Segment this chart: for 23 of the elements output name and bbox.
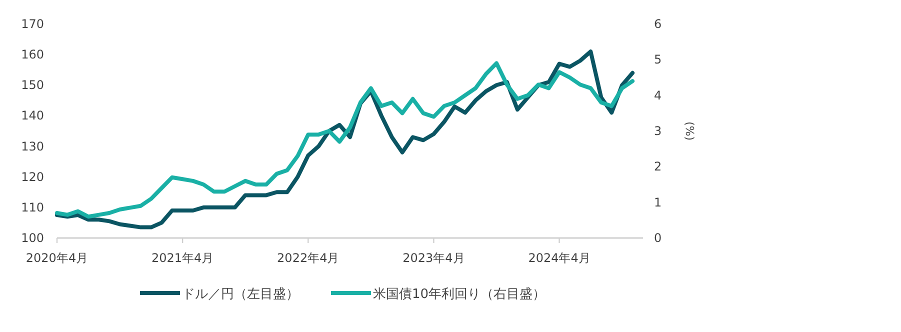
y2-tick-label: 2 (654, 160, 662, 174)
y2-tick-label: 0 (654, 231, 662, 245)
y2-tick-label: 3 (654, 124, 662, 138)
y-tick-label: 150 (21, 78, 44, 92)
y-tick-label: 160 (21, 48, 44, 62)
y-tick-label: 120 (21, 170, 44, 184)
x-tick-label: 2022年4月 (277, 251, 340, 265)
y2-tick-label: 5 (654, 52, 662, 67)
y2-tick-label: 1 (654, 195, 662, 210)
x-tick-label: 2024年4月 (528, 251, 590, 265)
y-tick-label: 110 (21, 200, 44, 214)
y-tick-label: 130 (21, 139, 44, 154)
y-tick-label: 170 (21, 17, 44, 31)
x-tick-label: 2020年4月 (26, 251, 88, 265)
y2-tick-label: 6 (654, 17, 662, 31)
y2-tick-label: 4 (654, 88, 662, 102)
x-tick-label: 2023年4月 (402, 251, 465, 265)
legend-label: ドル／円（左目盛） (182, 287, 299, 302)
y-tick-label: 140 (21, 108, 44, 123)
x-tick-label: 2021年4月 (151, 251, 214, 265)
y2-axis-title: (%) (683, 121, 696, 141)
legend-label: 米国債10年利回り（右目盛） (373, 287, 546, 302)
y-tick-label: 100 (21, 231, 44, 245)
